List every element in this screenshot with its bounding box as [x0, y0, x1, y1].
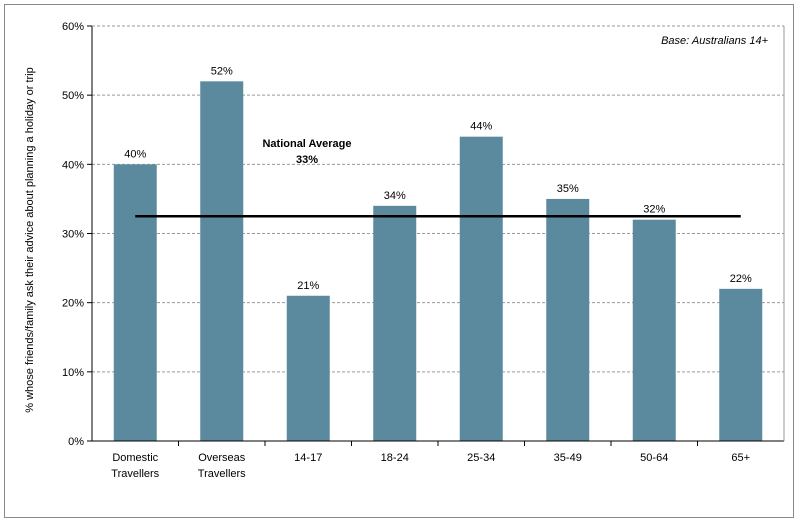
x-category-label: Domestic [112, 452, 158, 464]
x-axis-categories: Domestic Travellers Overseas Travellers 14-1… [111, 452, 750, 480]
bar [286, 295, 330, 441]
x-category-label: 14-17 [294, 452, 322, 464]
x-category-label: Travellers [111, 468, 159, 480]
x-category-label: Travellers [198, 468, 246, 480]
y-tick-label: 0% [68, 436, 84, 448]
data-label: 40% [124, 148, 146, 160]
data-label: 32% [643, 204, 665, 216]
x-category-label: 25-34 [467, 452, 495, 464]
y-tick-label: 20% [62, 298, 84, 310]
bar [632, 219, 676, 441]
y-tick-label: 60% [62, 21, 84, 33]
data-label: 44% [470, 121, 492, 133]
national-average-value: 33% [296, 154, 318, 166]
axes [91, 25, 785, 446]
x-category-label: 65+ [731, 452, 750, 464]
bar [373, 205, 417, 441]
y-tick-label: 50% [62, 90, 84, 102]
y-axis-ticks: 0% 10% 20% 30% 40% 50% 60% [62, 21, 92, 448]
bar [113, 164, 157, 442]
bar [546, 198, 590, 441]
data-label: 22% [730, 273, 752, 285]
data-label: 21% [297, 280, 319, 292]
data-label: 34% [384, 190, 406, 202]
bar [459, 136, 503, 441]
x-category-label: 35-49 [554, 452, 582, 464]
bar [200, 81, 244, 441]
national-average-label: National Average [262, 138, 351, 150]
grid-lines [92, 25, 784, 373]
y-axis-label: % whose friends/family ask their advice … [24, 67, 36, 412]
bars [113, 81, 763, 442]
x-category-label: 18-24 [381, 452, 409, 464]
y-tick-label: 10% [62, 367, 84, 379]
bar [719, 288, 763, 441]
data-label: 52% [211, 65, 233, 77]
data-labels: 40% 52% 21% 34% 44% 35% 32% 22% [124, 65, 752, 291]
base-annotation: Base: Australians 14+ [661, 35, 768, 47]
x-category-label: 50-64 [640, 452, 668, 464]
y-tick-label: 30% [62, 229, 84, 241]
y-tick-label: 40% [62, 159, 84, 171]
x-category-label: Overseas [198, 452, 246, 464]
data-label: 35% [557, 183, 579, 195]
